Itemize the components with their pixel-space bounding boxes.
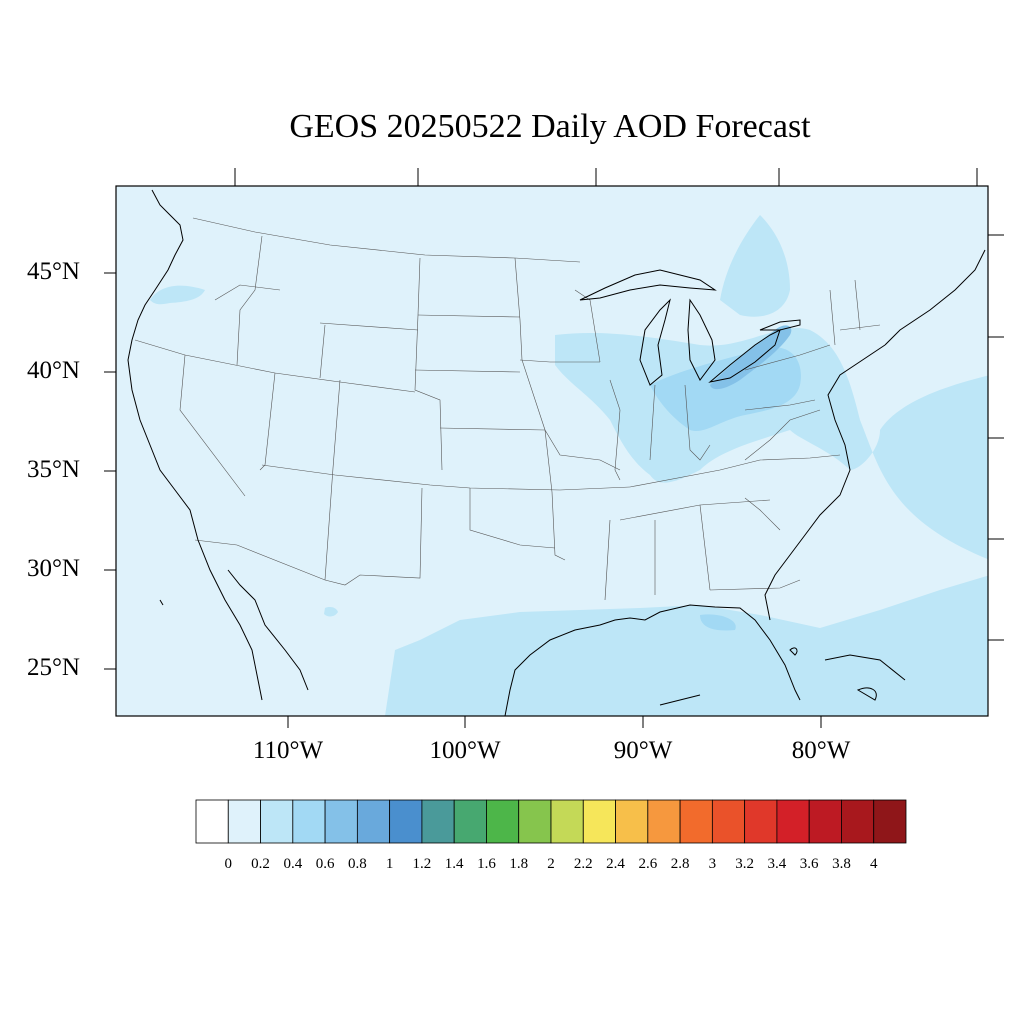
- aod-band-0.4-0.6: [650, 347, 801, 631]
- lat-label-40: 40°N: [26, 357, 80, 384]
- state-boundaries: [134, 217, 881, 601]
- colorbar-label-9: 1.8: [509, 856, 529, 872]
- colorbar-label-12: 2.4: [606, 856, 625, 872]
- colorbar-label-11: 2.2: [573, 856, 593, 872]
- colorbar-swatch-17: [744, 799, 778, 844]
- colorbar-swatch-15: [679, 799, 713, 844]
- colorbar-swatch-7: [421, 799, 455, 844]
- lon-label-90: 90°W: [613, 737, 673, 764]
- lon-label-80: 80°W: [791, 737, 851, 764]
- colorbar-label-1: 0.2: [251, 856, 270, 872]
- colorbar-label-14: 2.8: [670, 856, 690, 872]
- colorbar-label-19: 3.8: [832, 856, 851, 872]
- colorbar-label-0: 0: [224, 856, 233, 872]
- colorbar-swatch-16: [711, 799, 746, 844]
- colorbar-label-17: 3.4: [767, 856, 787, 872]
- colorbar-swatch-19: [808, 799, 842, 844]
- colorbar-swatch-5: [356, 799, 391, 844]
- colorbar-label-18: 3.6: [799, 856, 819, 872]
- aod-band-0.6-0.8: [710, 325, 792, 390]
- lon-label-100: 100°W: [429, 737, 501, 764]
- axis-ticks: [104, 168, 1004, 728]
- colorbar-swatch-0: [195, 799, 229, 844]
- colorbar-swatch-6: [389, 799, 423, 844]
- colorbar: [195, 799, 907, 844]
- colorbar-label-8: 1.6: [477, 856, 496, 872]
- colorbar-label-3: 0.6: [315, 856, 335, 872]
- colorbar-label-16: 3.2: [735, 856, 754, 872]
- colorbar-swatch-21: [873, 799, 907, 844]
- colorbar-swatch-12: [582, 799, 616, 844]
- colorbar-swatch-18: [776, 799, 810, 844]
- colorbar-swatch-3: [292, 799, 326, 844]
- colorbar-swatch-9: [486, 799, 520, 844]
- lat-label-30: 30°N: [26, 555, 80, 582]
- colorbar-label-5: 1: [385, 856, 394, 872]
- colorbar-swatch-2: [260, 799, 294, 844]
- map-frame: [115, 185, 989, 717]
- lat-label-35: 35°N: [26, 456, 80, 483]
- coastlines: [127, 189, 986, 716]
- lon-label-110: 110°W: [252, 737, 324, 764]
- colorbar-label-2: 0.4: [283, 856, 303, 872]
- colorbar-swatch-1: [227, 799, 261, 844]
- colorbar-label-4: 0.8: [347, 856, 367, 872]
- colorbar-label-13: 2.6: [638, 856, 658, 872]
- lat-label-25: 25°N: [26, 654, 80, 681]
- colorbar-label-15: 3: [708, 856, 717, 872]
- lat-label-45: 45°N: [26, 258, 80, 285]
- map-title: GEOS 20250522 Daily AOD Forecast: [289, 108, 811, 145]
- colorbar-swatch-11: [550, 799, 584, 844]
- colorbar-swatch-14: [647, 799, 681, 844]
- colorbar-swatch-13: [615, 799, 649, 844]
- colorbar-label-6: 1.2: [412, 856, 432, 872]
- colorbar-label-10: 2: [547, 856, 555, 872]
- colorbar-swatch-4: [324, 799, 358, 844]
- colorbar-label-7: 1.4: [444, 856, 464, 872]
- colorbar-swatch-8: [453, 799, 487, 844]
- colorbar-swatch-20: [841, 799, 875, 844]
- colorbar-swatch-10: [518, 799, 552, 844]
- colorbar-label-20: 4: [869, 856, 878, 872]
